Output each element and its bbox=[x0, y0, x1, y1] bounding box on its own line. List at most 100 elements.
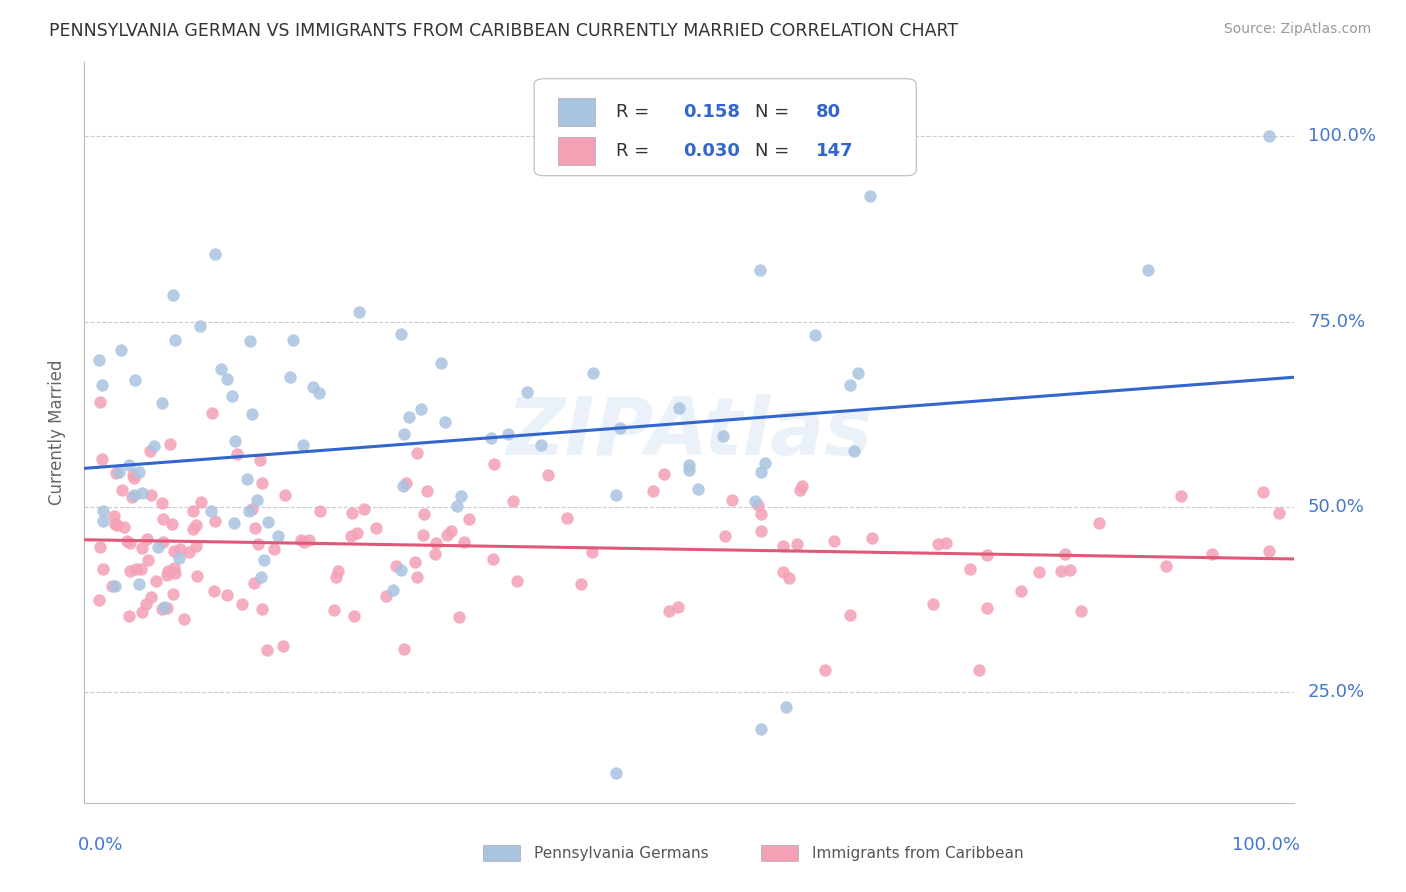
Point bbox=[416, 483, 439, 498]
Point bbox=[391, 479, 413, 493]
Point bbox=[391, 563, 413, 577]
Point bbox=[173, 612, 195, 626]
Point bbox=[453, 535, 475, 549]
Point bbox=[156, 568, 179, 582]
Point bbox=[450, 489, 472, 503]
Point bbox=[581, 545, 603, 559]
Point bbox=[425, 547, 447, 561]
Point bbox=[658, 604, 681, 618]
Point bbox=[340, 506, 363, 520]
Point bbox=[131, 541, 153, 556]
Point bbox=[582, 366, 605, 380]
Point bbox=[804, 327, 827, 342]
Point bbox=[789, 483, 811, 497]
Point bbox=[382, 582, 405, 597]
Point bbox=[162, 587, 184, 601]
Point bbox=[772, 539, 794, 553]
Point bbox=[395, 475, 418, 490]
Point bbox=[181, 504, 204, 518]
Text: 147: 147 bbox=[815, 142, 853, 160]
Point bbox=[124, 562, 146, 576]
Text: 25.0%: 25.0% bbox=[1308, 682, 1365, 701]
Text: PENNSYLVANIA GERMAN VS IMMIGRANTS FROM CARIBBEAN CURRENTLY MARRIED CORRELATION C: PENNSYLVANIA GERMAN VS IMMIGRANTS FROM C… bbox=[49, 22, 959, 40]
Point bbox=[1054, 547, 1077, 561]
Point bbox=[249, 570, 271, 584]
Point bbox=[150, 495, 173, 509]
Point bbox=[678, 458, 700, 472]
Text: 100.0%: 100.0% bbox=[1308, 128, 1376, 145]
Point bbox=[347, 305, 370, 319]
Point bbox=[231, 598, 253, 612]
Point bbox=[124, 373, 146, 387]
Point bbox=[128, 465, 150, 479]
Point bbox=[202, 583, 225, 598]
Point bbox=[714, 529, 737, 543]
Point bbox=[1267, 506, 1289, 520]
Point bbox=[104, 516, 127, 531]
Point bbox=[976, 549, 998, 563]
Point bbox=[790, 479, 813, 493]
Point bbox=[496, 427, 519, 442]
Point bbox=[860, 531, 883, 545]
Point bbox=[425, 536, 447, 550]
Point bbox=[409, 401, 432, 416]
Text: Pennsylvania Germans: Pennsylvania Germans bbox=[534, 846, 709, 861]
Point bbox=[224, 516, 246, 530]
Point bbox=[91, 452, 114, 467]
Point bbox=[326, 564, 349, 578]
Y-axis label: Currently Married: Currently Married bbox=[48, 359, 66, 506]
Point bbox=[215, 588, 238, 602]
Point bbox=[225, 447, 247, 461]
Point bbox=[754, 456, 776, 470]
Point bbox=[555, 510, 578, 524]
Point bbox=[751, 465, 773, 479]
Point bbox=[221, 388, 243, 402]
Point bbox=[128, 577, 150, 591]
Point bbox=[215, 371, 238, 385]
Point bbox=[537, 468, 560, 483]
Point bbox=[253, 553, 276, 567]
Point bbox=[1087, 516, 1109, 530]
Point bbox=[440, 524, 463, 538]
Point bbox=[1258, 544, 1281, 558]
Point bbox=[247, 537, 270, 551]
Point bbox=[959, 562, 981, 576]
Point bbox=[749, 524, 772, 539]
Point bbox=[129, 562, 152, 576]
Point bbox=[1010, 583, 1032, 598]
Point bbox=[184, 539, 207, 553]
Point bbox=[434, 415, 457, 429]
Point bbox=[325, 570, 347, 584]
Point bbox=[775, 699, 797, 714]
Point bbox=[281, 333, 304, 347]
Text: Source: ZipAtlas.com: Source: ZipAtlas.com bbox=[1223, 22, 1371, 37]
Point bbox=[124, 471, 146, 485]
Point bbox=[142, 439, 165, 453]
Point bbox=[190, 495, 212, 509]
Point bbox=[772, 565, 794, 579]
Point bbox=[136, 533, 159, 547]
Point bbox=[1070, 603, 1092, 617]
Point bbox=[190, 318, 212, 333]
FancyBboxPatch shape bbox=[534, 78, 917, 176]
Point bbox=[239, 334, 262, 348]
Point bbox=[1154, 559, 1177, 574]
Point bbox=[121, 490, 143, 504]
Point bbox=[136, 553, 159, 567]
Point bbox=[273, 488, 295, 502]
Point bbox=[89, 395, 111, 409]
Point bbox=[152, 535, 174, 549]
Point bbox=[1253, 485, 1275, 500]
Point bbox=[605, 766, 627, 780]
Point bbox=[385, 559, 408, 574]
Point bbox=[179, 545, 201, 559]
Point bbox=[246, 492, 269, 507]
Point bbox=[309, 504, 332, 518]
Point bbox=[346, 526, 368, 541]
Point bbox=[120, 564, 142, 578]
Point bbox=[111, 483, 134, 498]
Point bbox=[1059, 563, 1081, 577]
Text: 100.0%: 100.0% bbox=[1232, 836, 1299, 855]
Point bbox=[181, 522, 204, 536]
Point bbox=[302, 380, 325, 394]
